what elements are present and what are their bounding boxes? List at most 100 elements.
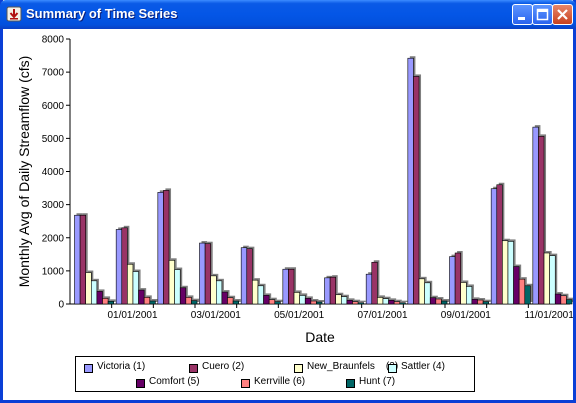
bar: [502, 240, 509, 305]
bar: [282, 268, 289, 305]
bar: [149, 300, 156, 305]
bar: [538, 136, 545, 305]
y-tick-label: 0: [58, 300, 64, 311]
bar: [407, 57, 414, 305]
x-tick-label: 01/01/2001: [107, 310, 157, 321]
bar-shadow: [318, 300, 325, 302]
bar: [388, 300, 395, 305]
bar: [210, 275, 217, 305]
bar: [346, 300, 353, 305]
bar: [560, 295, 567, 305]
bar: [127, 263, 134, 305]
chart-legend: Victoria (1) Cuero (2) New_Braunfels (3)…: [75, 356, 475, 392]
bar: [85, 272, 92, 305]
download-arrow-icon: [6, 6, 22, 22]
legend-label: Comfort (5): [149, 376, 200, 387]
bar: [293, 292, 300, 305]
bar: [221, 291, 228, 305]
legend-label: Hunt (7): [359, 376, 396, 387]
x-tick-label: 03/01/2001: [191, 310, 241, 321]
bar: [352, 301, 359, 305]
y-tick-label: 1000: [42, 266, 65, 277]
bar: [288, 268, 295, 305]
legend-swatch: [189, 364, 198, 373]
bar: [115, 229, 123, 305]
maximize-icon: [536, 8, 549, 21]
bar: [393, 301, 401, 305]
y-tick-label: 3000: [42, 200, 65, 211]
bar: [74, 214, 81, 305]
bar: [329, 276, 337, 305]
bar: [143, 297, 151, 305]
window-title: Summary of Time Series: [26, 6, 178, 21]
x-axis-title: Date: [305, 329, 335, 345]
bar-shadow: [354, 299, 361, 302]
x-tick-label: 09/01/2001: [441, 310, 491, 321]
bar: [435, 298, 442, 305]
bar: [518, 278, 526, 305]
bar: [460, 282, 467, 305]
minimize-button[interactable]: [512, 4, 533, 25]
bar: [335, 294, 342, 305]
bar-shadow: [485, 299, 491, 302]
bar: [316, 301, 323, 305]
bar: [163, 190, 170, 305]
bar: [299, 295, 306, 305]
close-icon: [557, 9, 568, 20]
bar: [507, 241, 514, 305]
bar: [263, 295, 270, 305]
bar: [232, 300, 240, 305]
title-bar[interactable]: Summary of Time Series: [0, 0, 576, 29]
y-tick-label: 7000: [42, 68, 65, 79]
bar: [274, 301, 281, 305]
bar: [324, 277, 331, 305]
bar: [429, 297, 437, 305]
bar: [365, 273, 373, 305]
legend-label: New_Braunfels (3): [307, 361, 399, 372]
bar: [102, 298, 109, 305]
bar: [121, 227, 128, 305]
bar: [454, 252, 462, 305]
maximize-button[interactable]: [532, 4, 553, 25]
legend-swatch: [241, 379, 250, 388]
bar: [216, 280, 223, 305]
minimize-icon: [518, 17, 525, 20]
bar-shadow: [443, 299, 450, 302]
bar: [543, 252, 550, 305]
bar: [471, 299, 478, 305]
bar: [566, 299, 573, 305]
bar-shadow: [312, 299, 319, 302]
bar: [157, 192, 164, 305]
chart-area: 0 1000 2000 3000 4000 5000 6000 7000 8000 01/01/2…: [3, 29, 573, 400]
bar: [490, 188, 498, 305]
bar-shadow: [360, 300, 366, 302]
bar: [257, 285, 264, 305]
legend-label: Kerrville (6): [254, 376, 306, 387]
bar-shadow: [276, 299, 283, 302]
bar: [310, 300, 317, 305]
bar: [549, 255, 556, 305]
legend-swatch: [388, 364, 397, 373]
x-tick-label: 11/01/2001: [525, 310, 573, 321]
legend-label: Victoria (1): [97, 361, 146, 372]
close-button[interactable]: [552, 4, 573, 25]
bar: [174, 269, 181, 305]
bar: [357, 302, 365, 305]
bar: [107, 301, 114, 305]
bar: [465, 286, 473, 305]
bar: [185, 297, 192, 305]
y-tick-label: 6000: [42, 101, 65, 112]
bar-shadow: [235, 299, 241, 302]
bar: [477, 299, 484, 305]
bar: [371, 261, 378, 305]
legend-label: Cuero (2): [202, 361, 245, 372]
bar: [96, 291, 103, 305]
legend-swatch: [346, 379, 355, 388]
bar: [377, 297, 384, 305]
bar: [340, 296, 348, 305]
bar: [424, 282, 431, 305]
bar: [413, 76, 420, 305]
bar: [252, 279, 259, 305]
bar-shadow: [396, 299, 402, 302]
y-tick-label: 8000: [42, 35, 65, 46]
